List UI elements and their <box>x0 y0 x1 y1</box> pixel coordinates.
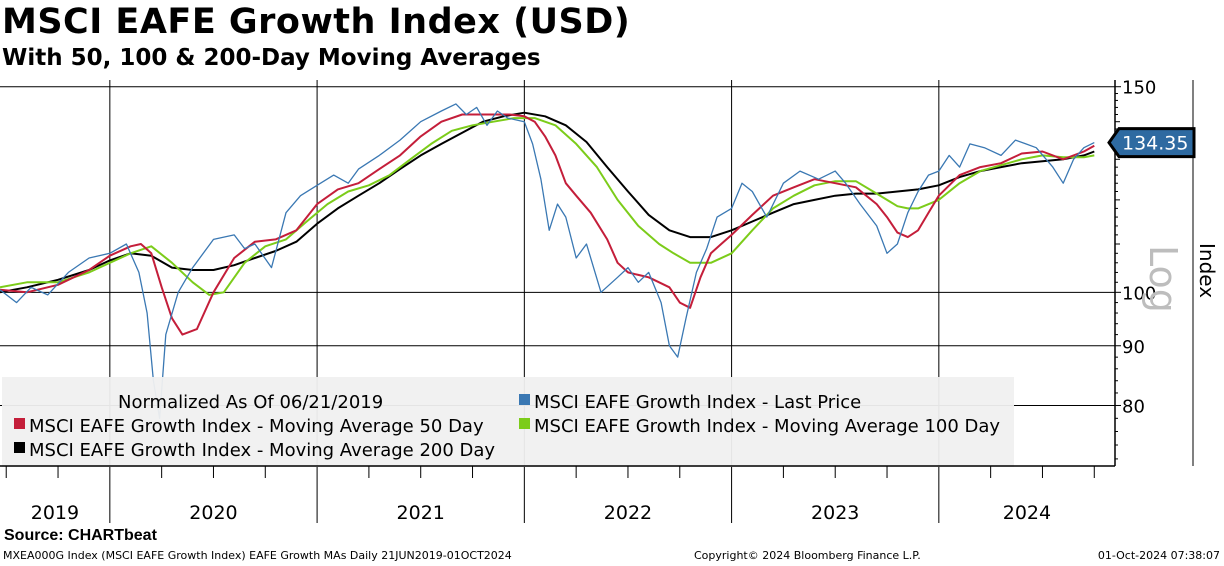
last-value-badge <box>1107 127 1196 159</box>
legend-box <box>2 377 1014 467</box>
source-label: Source: CHARTbeat <box>4 527 157 544</box>
legend-label-ma200: MSCI EAFE Growth Index - Moving Average … <box>29 440 495 461</box>
legend-swatch-last_price <box>519 394 530 405</box>
footer-timestamp: 01-Oct-2024 07:38:07 <box>1097 549 1220 562</box>
x-tick-label: 2019 <box>31 502 79 524</box>
legend-swatch-ma50 <box>14 418 25 429</box>
legend-label-ma100: MSCI EAFE Growth Index - Moving Average … <box>534 416 1000 437</box>
scale-label: Log <box>1141 245 1185 313</box>
legend-swatch-ma100 <box>519 418 530 429</box>
y-axis-label: Index <box>1195 243 1219 298</box>
x-tick-label: 2021 <box>397 502 445 524</box>
legend-header: Normalized As Of 06/21/2019 <box>118 392 383 413</box>
series-line-ma100 <box>0 117 1095 296</box>
y-tick-label-80: 80 <box>1122 396 1145 417</box>
legend-label-last_price: MSCI EAFE Growth Index - Last Price <box>534 392 861 413</box>
x-tick-label: 2022 <box>604 502 652 524</box>
x-tick-label: 2020 <box>189 502 237 524</box>
series-line-ma200 <box>0 111 1095 294</box>
y-tick-label-90: 90 <box>1122 337 1145 358</box>
series-line-ma50 <box>0 113 1095 336</box>
y-tick-label-100: 100 <box>1122 283 1156 304</box>
legend-swatch-ma200 <box>14 442 25 453</box>
x-tick-label: 2023 <box>811 502 859 524</box>
last-value-label: 134.35 <box>1122 133 1188 155</box>
footer-ticker: MXEA000G Index (MSCI EAFE Growth Index) … <box>3 549 512 562</box>
chart-subtitle: With 50, 100 & 200-Day Moving Averages <box>2 45 541 71</box>
x-tick-label: 2024 <box>1003 502 1051 524</box>
y-tick-label-150: 150 <box>1122 78 1156 99</box>
legend-label-ma50: MSCI EAFE Growth Index - Moving Average … <box>29 416 484 437</box>
chart-title: MSCI EAFE Growth Index (USD) <box>2 2 631 42</box>
footer-copyright: Copyright© 2024 Bloomberg Finance L.P. <box>694 549 921 562</box>
series-line-last_price <box>0 103 1095 419</box>
